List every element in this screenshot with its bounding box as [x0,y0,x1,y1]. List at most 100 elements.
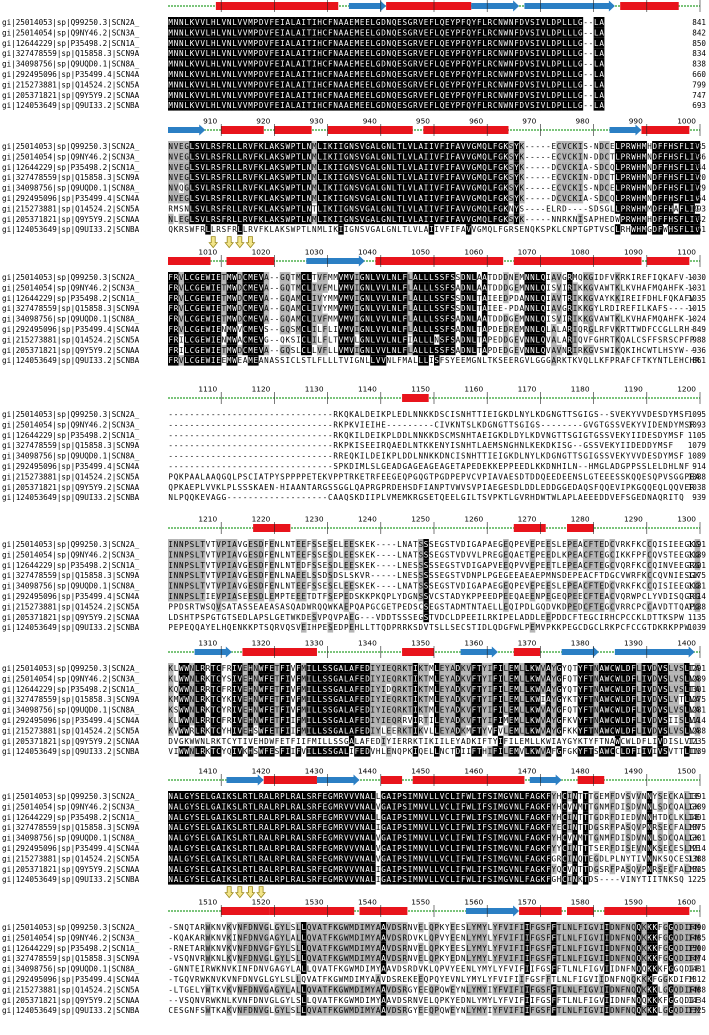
ruler-label: 1050 [411,248,430,257]
residue-shade [396,79,403,90]
residue-shade [290,27,296,38]
residue-shade [375,37,381,49]
ruler-label: 1580 [571,898,590,907]
residue-shade [332,151,339,162]
residue-shade [168,48,174,59]
ruler-label: 1210 [198,515,217,524]
residue-shade [492,79,499,90]
residue-shade [364,17,371,28]
residue-shade [396,37,403,49]
sequence-id: gi|25014053|sp|Q99250.3|SCN2A_ [2,664,140,673]
residue-shade [290,58,296,69]
end-number: 1301 [688,685,707,694]
strand-arrow [306,255,365,267]
residue-shade [332,100,339,111]
sequence-id: gi|25014053|sp|Q99250.3|SCN2A_ [2,410,140,419]
alignment-block: 1410 1420 1430 1440 1450 1460 1470 1480 1490 1500… [2,767,706,899]
residue-shade [242,89,248,101]
residue-shade [364,27,371,38]
residue-shade [343,37,350,49]
helix-segment [386,2,472,10]
residue-shade [168,182,174,193]
residue-shade [540,69,546,80]
sequence-id: gi|12644229|sp|P35498.2|SCN1A_ [2,163,140,172]
residue-shade [322,203,328,214]
residue-shade [529,89,536,101]
residue-shade [295,48,302,59]
end-number: 1093 [688,420,706,429]
residue-shade [183,172,190,183]
residue-shade [465,100,472,111]
residue-shade [247,182,254,193]
sequence-row: NVEGLSVLRSFRLLRVFKLAKSWPTLNMLIKIIGNSVGAL… [168,163,700,172]
sequence-id: gi|327478559|sp|Q15858.3|SCN9A [2,954,140,963]
residue-shade [503,79,509,90]
residue-shade [205,69,211,80]
residue-shade [487,69,493,80]
residue-shade [322,151,328,162]
residue-shade [231,69,238,80]
residue-shade [434,27,440,38]
residue-shade [529,69,536,80]
residue-shade [285,37,291,49]
residue-shade [210,182,217,193]
residue-shade [189,100,195,111]
residue-shade [540,89,546,101]
residue-shade [332,58,339,69]
residue-shade [237,58,243,69]
residue-shade [210,17,217,28]
ruler-label: 950 [416,117,430,126]
residue-shade [306,100,312,111]
residue-shade [210,58,217,69]
residue-shade [359,100,366,111]
residue-shade [338,141,344,152]
residue-shade [316,48,323,59]
residue-shade [423,37,429,49]
residue-shade [210,161,217,173]
residue-shade [460,79,467,90]
residue-shade [285,17,291,28]
residue-shade [237,213,243,225]
residue-shade [412,58,419,69]
end-number: 1289 [688,674,707,683]
residue-shade [380,48,387,59]
residue-shade [370,27,376,38]
residue-shade [391,79,397,90]
residue-shade [380,79,387,90]
residue-shade [460,48,467,59]
ruler-label: 1480 [571,767,590,776]
residue-shade [231,37,238,49]
residue-shade [290,100,296,111]
residue-shade [311,141,318,152]
residue-shade [598,27,605,38]
residue-shade [168,69,174,80]
residue-shade [173,17,179,28]
end-number: 1014 [688,592,707,601]
sequence-row: NALGYSELGAIKSLRTLRALRPLRALSRFEGMRVVVNALV… [168,854,700,863]
residue-shade [402,27,408,38]
residue-shade [242,151,248,162]
residue-shade [301,193,307,204]
residue-shade [343,27,350,38]
ruler-label: 870 [522,0,536,2]
residue-shade [306,79,312,90]
residue-shade [497,58,504,69]
sequence-row: NALGYSELGAIKSLRTLRALRPLRALSRFEGMRVVVNALL… [168,792,700,801]
end-number: 1114 [688,716,707,725]
residue-shade [194,37,201,49]
residue-shade [439,69,445,80]
residue-shade [375,48,381,59]
residue-shade [311,79,318,90]
residue-shade [290,141,296,152]
residue-shade [274,141,280,152]
residue-shade [577,69,584,80]
residue-shade [476,27,483,38]
end-number: 1434 [688,996,707,1005]
residue-shade [327,100,334,111]
end-number: 1030 [688,273,707,282]
residue-shade [338,69,344,80]
helix-segment [641,126,690,134]
residue-shade [322,89,328,101]
end-number: 920 [692,173,706,182]
ruler-label: 1520 [252,898,271,907]
